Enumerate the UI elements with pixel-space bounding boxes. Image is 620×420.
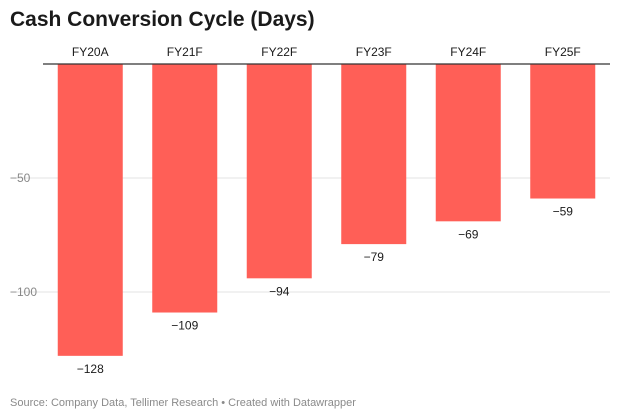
bar-chart: −50 −100 FY20A −128 FY21F −109 FY22F −94 FY23F −7… — [10, 45, 610, 376]
value-label: −128 — [77, 362, 104, 376]
chart-title: Cash Conversion Cycle (Days) — [10, 8, 315, 31]
value-label: −69 — [458, 227, 479, 241]
bar — [246, 64, 312, 279]
bars — [57, 64, 596, 356]
source-text: Source: Company Data, Tellimer Research — [10, 397, 219, 409]
value-label: −59 — [553, 205, 574, 219]
footer-separator: • — [221, 397, 226, 409]
category-label: FY23F — [356, 45, 392, 59]
category-label: FY21F — [167, 45, 203, 59]
chart-footer: Source: Company Data, Tellimer Research •… — [10, 397, 356, 409]
bar — [57, 64, 123, 356]
value-label: −109 — [171, 319, 198, 333]
bar — [341, 64, 407, 245]
credit-text: Created with Datawrapper — [228, 397, 356, 409]
category-label: FY20A — [72, 45, 109, 59]
category-label: FY24F — [450, 45, 486, 59]
y-tick-label: −50 — [10, 171, 31, 185]
value-label: −94 — [269, 284, 290, 298]
category-label: FY22F — [261, 45, 297, 59]
bar — [152, 64, 218, 313]
bar — [530, 64, 596, 199]
y-tick-label: −100 — [10, 285, 37, 299]
value-label: −79 — [364, 250, 385, 264]
labels: −50 −100 FY20A −128 FY21F −109 FY22F −94 FY23F −7… — [10, 45, 581, 376]
category-label: FY25F — [545, 45, 581, 59]
bar — [435, 64, 501, 222]
